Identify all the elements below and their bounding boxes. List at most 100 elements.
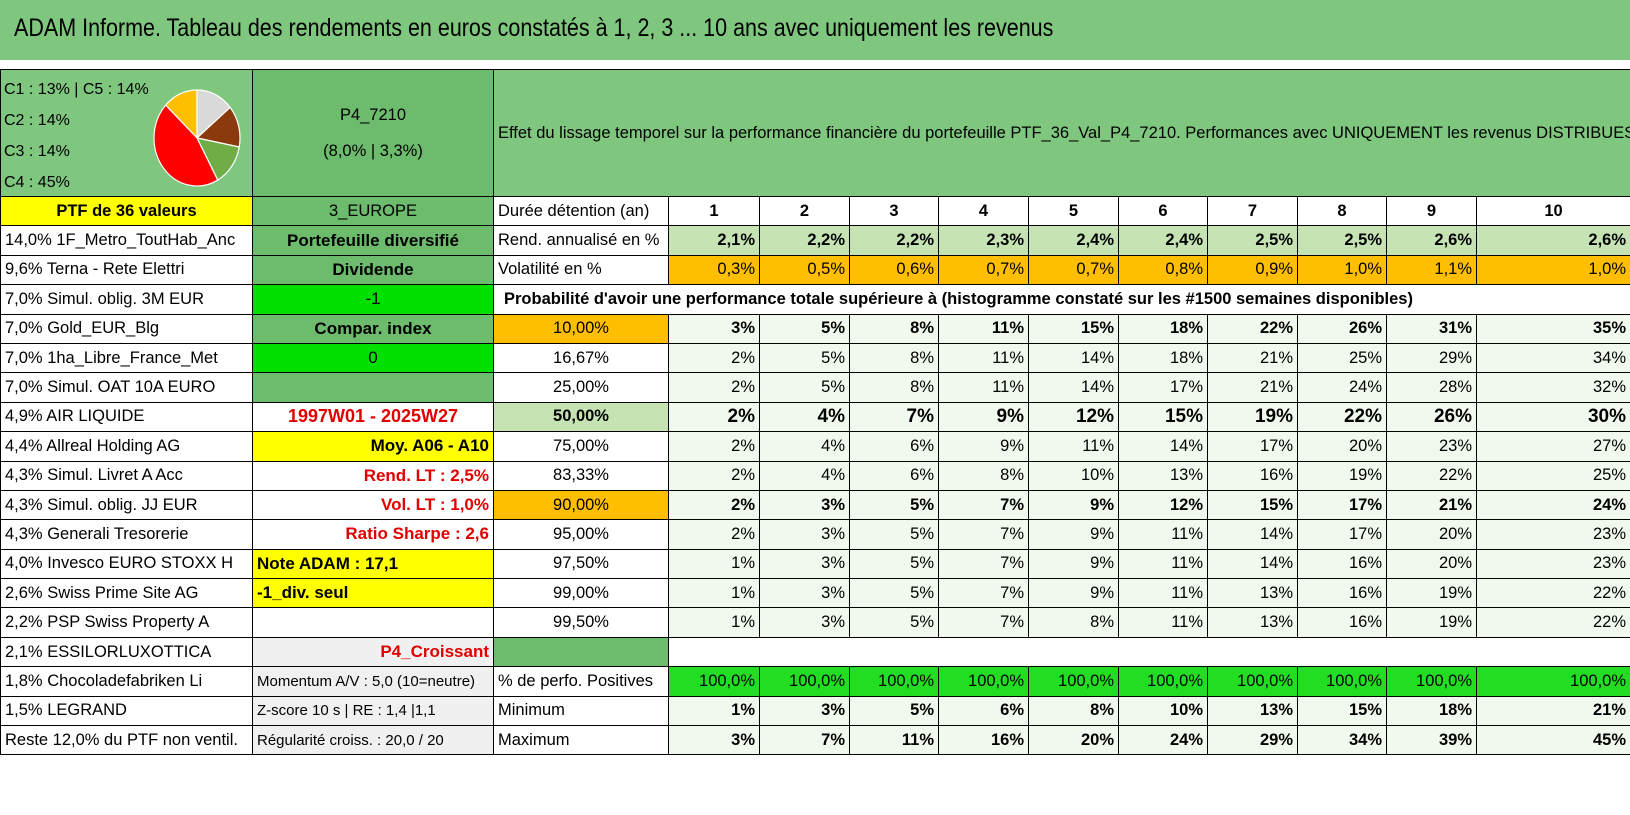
- quantile-threshold: 99,50%: [493, 607, 669, 638]
- probability-value: 29%: [1386, 342, 1477, 374]
- probability-value: 5%: [849, 607, 939, 638]
- probability-value: 3%: [759, 519, 850, 550]
- probability-value: 20%: [1297, 431, 1387, 462]
- table-row: 4,3% Simul. Livret A Acc Rend. LT : 2,5% 8…: [0, 460, 1630, 491]
- class-label-c4: C4 : 45%: [4, 174, 70, 191]
- positive-perf-value: 100,0%: [1386, 666, 1477, 697]
- table-row: 1,8% Chocoladefabriken Li Momentum A/V : …: [0, 666, 1630, 697]
- volatility-value: 1,0%: [1297, 254, 1387, 286]
- pie-slice-c4: [153, 104, 219, 187]
- maximum-value: 24%: [1118, 725, 1208, 756]
- table-row: Reste 12,0% du PTF non ventil. Régularité…: [0, 725, 1630, 756]
- probability-value: 2%: [668, 489, 760, 521]
- probability-value: 21%: [1207, 372, 1298, 403]
- probability-value: 7%: [938, 548, 1029, 580]
- positive-perf-value: 100,0%: [1028, 666, 1119, 697]
- side-indicator: Dividende: [252, 254, 494, 286]
- table-row: 4,3% Generali Tresorerie Ratio Sharpe : 2…: [0, 519, 1630, 550]
- probability-value: 6%: [849, 460, 939, 491]
- probability-value: 14%: [1028, 372, 1119, 403]
- table-row: 4,3% Simul. oblig. JJ EUR Vol. LT : 1,0% 9…: [0, 489, 1630, 521]
- side-indicator: -1: [252, 284, 494, 315]
- probability-value: 21%: [1207, 342, 1298, 374]
- maximum-value: 39%: [1386, 725, 1477, 756]
- probability-value: 13%: [1118, 460, 1208, 491]
- probability-value: 11%: [1028, 431, 1119, 462]
- probability-value: 11%: [938, 372, 1029, 403]
- probability-value: 4%: [759, 401, 850, 433]
- quantile-threshold: 83,33%: [493, 460, 669, 491]
- probability-value: 3%: [759, 548, 850, 580]
- probability-value: 32%: [1475, 372, 1630, 403]
- return-value: 2,4%: [1028, 225, 1119, 256]
- probability-value: 15%: [1207, 489, 1298, 521]
- probability-value: 9%: [1028, 489, 1119, 521]
- volatility-value: 0,6%: [849, 254, 939, 286]
- volatility-value: 0,8%: [1118, 254, 1208, 286]
- holding-name: 1,8% Chocoladefabriken Li: [0, 666, 253, 697]
- probability-value: 30%: [1475, 401, 1630, 433]
- probability-value: 5%: [849, 548, 939, 580]
- holding-name: 7,0% Gold_EUR_Blg: [0, 313, 253, 344]
- table-row: 2,2% PSP Swiss Property A 99,50% 1% 3% 5% 7% 8…: [0, 607, 1630, 638]
- return-value: 2,3%: [938, 225, 1029, 256]
- return-value: 2,4%: [1118, 225, 1208, 256]
- probability-value: 14%: [1028, 342, 1119, 374]
- holding-name: 7,0% Simul. oblig. 3M EUR: [0, 284, 253, 315]
- probability-value: 21%: [1386, 489, 1477, 521]
- table-row: 2,6% Swiss Prime Site AG -1_div. seul 99,0…: [0, 578, 1630, 609]
- maximum-value: 3%: [668, 725, 760, 756]
- portfolio-perf: (8,0% | 3,3%): [323, 142, 423, 160]
- probability-value: 3%: [759, 489, 850, 521]
- volatility-value: 0,3%: [668, 254, 760, 286]
- holding-name: 7,0% Simul. OAT 10A EURO: [0, 372, 253, 403]
- probability-value: 19%: [1297, 460, 1387, 491]
- quantile-threshold: 25,00%: [493, 372, 669, 403]
- probability-value: 11%: [1118, 578, 1208, 609]
- side-indicator: Portefeuille diversifié: [252, 225, 494, 256]
- probability-value: 9%: [1028, 578, 1119, 609]
- probability-value: 17%: [1297, 519, 1387, 550]
- header-row: C1 : 13% | C5 : 14% C2 : 14% C3 : 14% C4…: [0, 69, 1630, 197]
- probability-value: 12%: [1028, 401, 1119, 433]
- side-indicator: [252, 607, 494, 638]
- maximum-value: 20%: [1028, 725, 1119, 756]
- return-value: 2,5%: [1207, 225, 1298, 256]
- table-row: 1,5% LEGRAND Z-score 10 s | RE : 1,4 |1,1…: [0, 695, 1630, 727]
- minimum-value: 15%: [1297, 695, 1387, 727]
- class-labels: C1 : 13% | C5 : 14% C2 : 14% C3 : 14% C4…: [4, 74, 149, 196]
- probability-value: 16%: [1297, 578, 1387, 609]
- table-row: PTF de 36 valeurs 3_EUROPE Durée détention…: [0, 195, 1630, 227]
- probability-value: 22%: [1297, 401, 1387, 433]
- positive-perf-value: 100,0%: [1118, 666, 1208, 697]
- probability-value: 5%: [849, 489, 939, 521]
- quantile-threshold: 75,00%: [493, 431, 669, 462]
- probability-value: 5%: [849, 519, 939, 550]
- maximum-value: 16%: [938, 725, 1029, 756]
- probability-value: 7%: [938, 607, 1029, 638]
- row-label: Minimum: [493, 695, 669, 727]
- probability-value: 14%: [1207, 519, 1298, 550]
- probability-value: 31%: [1386, 313, 1477, 344]
- probability-value: 5%: [849, 578, 939, 609]
- holding-name: 4,4% Allreal Holding AG: [0, 431, 253, 462]
- probability-value: 11%: [1118, 548, 1208, 580]
- positive-perf-value: 100,0%: [849, 666, 939, 697]
- probability-value: 6%: [849, 431, 939, 462]
- probability-value: 20%: [1386, 548, 1477, 580]
- row-label: Volatilité en %: [493, 254, 669, 286]
- probability-value: 17%: [1297, 489, 1387, 521]
- probability-value: 7%: [938, 519, 1029, 550]
- volatility-value: 1,1%: [1386, 254, 1477, 286]
- row-label: Maximum: [493, 725, 669, 756]
- probability-value: 19%: [1386, 607, 1477, 638]
- holding-name: 4,3% Generali Tresorerie: [0, 519, 253, 550]
- table-row: 2,1% ESSILORLUXOTTICA P4_Croissant: [0, 636, 1630, 668]
- side-indicator: Ratio Sharpe : 2,6: [252, 519, 494, 550]
- maximum-value: 11%: [849, 725, 939, 756]
- probability-value: 27%: [1475, 431, 1630, 462]
- year-header: 1: [668, 195, 760, 227]
- probability-value: 10%: [1028, 460, 1119, 491]
- volatility-value: 0,9%: [1207, 254, 1298, 286]
- probability-value: 3%: [759, 578, 850, 609]
